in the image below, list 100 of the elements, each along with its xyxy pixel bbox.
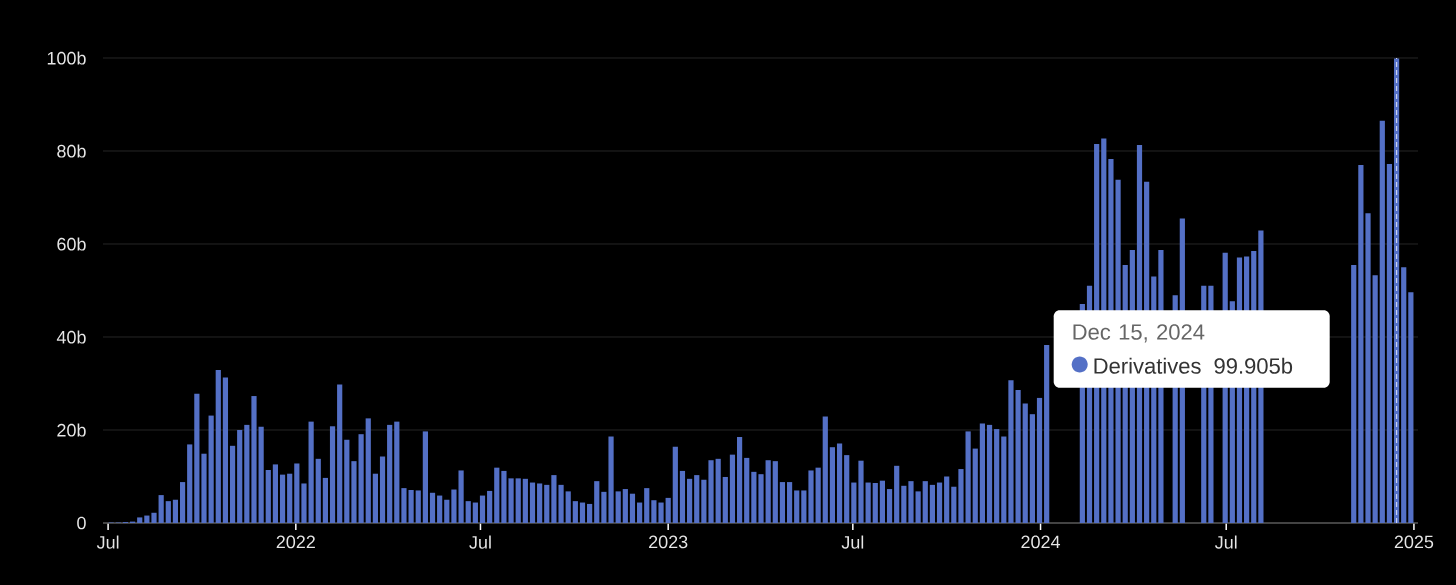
y-tick-label: 40b xyxy=(56,330,86,344)
bar xyxy=(701,479,707,523)
x-tick-label: 2022 xyxy=(276,535,315,549)
bar xyxy=(829,447,836,523)
bar xyxy=(1036,397,1043,523)
bar xyxy=(915,491,921,523)
bar xyxy=(815,467,821,523)
bar xyxy=(372,473,378,523)
bar xyxy=(836,443,843,523)
x-tick-label: 2025 xyxy=(1394,535,1434,549)
bar xyxy=(1386,164,1393,523)
bar xyxy=(736,436,743,523)
bar xyxy=(944,476,950,523)
bar xyxy=(951,486,957,523)
bar xyxy=(444,499,450,523)
bar xyxy=(1022,403,1028,523)
x-tick-label: 2024 xyxy=(1021,535,1061,549)
bar xyxy=(594,481,600,523)
bar xyxy=(529,482,536,523)
bar xyxy=(1358,164,1364,523)
bar xyxy=(222,377,229,523)
bar xyxy=(387,424,393,523)
bar xyxy=(1365,213,1371,523)
bar xyxy=(644,488,650,523)
bar xyxy=(358,434,364,523)
bar xyxy=(958,469,964,523)
bar xyxy=(237,430,243,523)
bar xyxy=(808,470,814,523)
bar xyxy=(851,482,857,523)
bar xyxy=(208,415,214,523)
bar xyxy=(936,482,943,523)
bar xyxy=(1408,292,1414,523)
bar xyxy=(315,458,321,523)
bar xyxy=(258,426,264,523)
bar xyxy=(279,474,286,523)
bar xyxy=(465,501,471,523)
bar xyxy=(794,490,800,523)
bar xyxy=(1044,344,1050,523)
bar xyxy=(801,490,807,523)
bar xyxy=(579,502,586,523)
bar xyxy=(894,465,900,523)
bar xyxy=(287,473,293,523)
bar xyxy=(515,478,521,523)
bar xyxy=(272,464,279,523)
bar xyxy=(415,490,421,523)
x-tick-label: Jul xyxy=(96,535,119,549)
bar xyxy=(229,445,236,523)
bar xyxy=(637,502,643,523)
bar xyxy=(144,515,150,523)
bar xyxy=(715,458,721,523)
y-tick-label: 20b xyxy=(57,423,86,437)
bar xyxy=(479,495,486,523)
bar xyxy=(301,483,307,523)
bar xyxy=(429,492,436,523)
bar xyxy=(572,501,578,523)
annotation: Dec 15, 2024 xyxy=(1073,324,1205,343)
bar xyxy=(337,384,343,523)
bar xyxy=(694,475,700,523)
bar xyxy=(994,429,1000,523)
bar xyxy=(844,455,850,523)
bar xyxy=(886,489,893,523)
bar xyxy=(472,502,478,523)
bar xyxy=(494,467,500,523)
bar xyxy=(322,477,328,523)
bar xyxy=(344,439,350,523)
bar xyxy=(865,482,871,523)
bar xyxy=(822,416,828,523)
bar xyxy=(158,495,164,523)
bar xyxy=(879,480,886,523)
bar xyxy=(365,418,371,523)
bar xyxy=(437,495,443,523)
bar xyxy=(294,463,300,523)
bar xyxy=(201,453,207,523)
bar xyxy=(1001,436,1007,523)
y-tick-label: 60b xyxy=(57,237,86,251)
y-tick-label: 80b xyxy=(57,144,86,158)
bar xyxy=(565,491,571,523)
bar xyxy=(522,478,528,523)
bar xyxy=(772,461,778,523)
bar xyxy=(187,444,193,523)
bar xyxy=(379,456,386,523)
bar xyxy=(1351,264,1357,523)
bar xyxy=(487,490,493,523)
bar xyxy=(172,499,179,523)
bar xyxy=(708,460,714,523)
bar xyxy=(858,460,864,523)
x-tick-label: 2023 xyxy=(649,535,688,549)
bar xyxy=(544,484,550,523)
bar xyxy=(744,457,750,523)
bar xyxy=(622,489,628,523)
y-tick-label: 100b xyxy=(47,51,86,65)
x-tick-label: Jul xyxy=(1214,535,1237,549)
bar xyxy=(1372,275,1378,523)
x-tick-label: Jul xyxy=(841,535,864,549)
bar xyxy=(179,482,186,523)
bar xyxy=(587,503,593,523)
bar xyxy=(194,393,200,523)
bar xyxy=(651,500,657,523)
bar xyxy=(779,482,786,523)
bar xyxy=(758,474,764,523)
